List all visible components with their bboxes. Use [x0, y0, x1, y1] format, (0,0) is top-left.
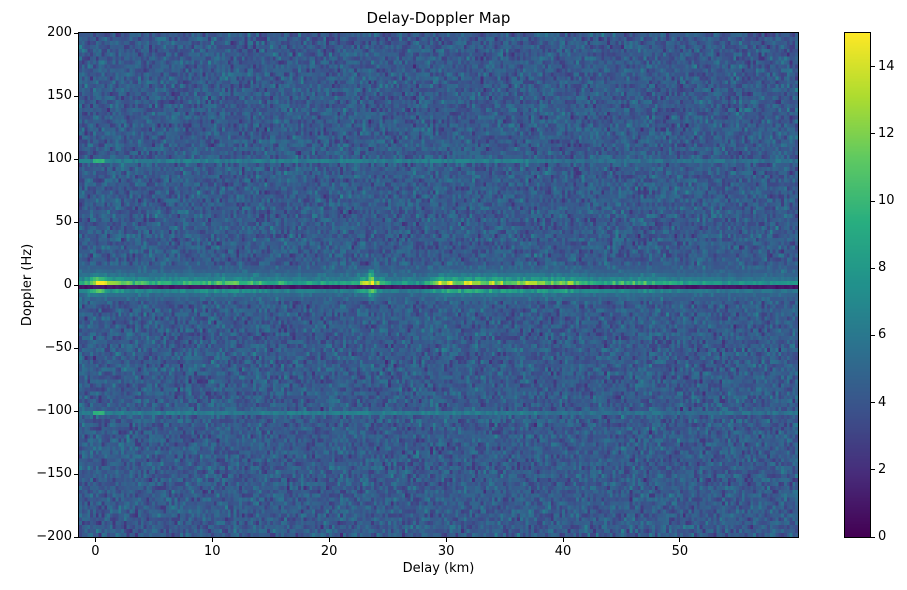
colorbar — [844, 32, 871, 538]
colorbar-tick-mark — [871, 536, 875, 538]
colorbar-tick-mark — [871, 267, 875, 269]
colorbar-tick-label: 14 — [878, 58, 895, 74]
y-tick-mark — [74, 95, 78, 97]
y-tick-label: 0 — [63, 277, 72, 292]
y-tick-mark — [74, 347, 78, 349]
y-tick-mark — [74, 158, 78, 160]
x-tick-mark — [328, 538, 330, 542]
y-tick-mark — [74, 410, 78, 412]
y-tick-label: 150 — [47, 88, 72, 103]
y-tick-mark — [74, 221, 78, 223]
x-tick-label: 0 — [91, 544, 100, 559]
y-axis-label: Doppler (Hz) — [20, 243, 35, 327]
y-tick-mark — [74, 284, 78, 286]
y-tick-label: −200 — [36, 529, 72, 544]
y-tick-label: 200 — [47, 25, 72, 40]
colorbar-tick-label: 0 — [878, 529, 887, 544]
x-tick-mark — [94, 538, 96, 542]
y-tick-label: −100 — [36, 403, 72, 418]
colorbar-tick-mark — [871, 66, 875, 68]
colorbar-tick-mark — [871, 402, 875, 404]
plot-area — [78, 32, 799, 538]
x-axis-label: Delay (km) — [402, 561, 475, 576]
colorbar-canvas — [845, 33, 870, 537]
y-tick-label: −150 — [36, 466, 72, 481]
x-tick-label: 20 — [320, 544, 338, 559]
colorbar-tick-label: 4 — [878, 394, 887, 410]
x-tick-mark — [211, 538, 213, 542]
y-tick-mark — [74, 536, 78, 538]
colorbar-tick-mark — [871, 200, 875, 202]
x-tick-label: 50 — [671, 544, 689, 559]
heatmap-canvas — [79, 33, 798, 537]
x-tick-label: 10 — [203, 544, 221, 559]
x-tick-mark — [562, 538, 564, 542]
y-tick-label: −50 — [44, 340, 72, 355]
x-tick-label: 30 — [437, 544, 455, 559]
y-tick-label: 100 — [47, 151, 72, 166]
colorbar-tick-label: 6 — [878, 327, 887, 343]
y-tick-mark — [74, 473, 78, 475]
y-tick-label: 50 — [55, 214, 72, 229]
colorbar-tick-mark — [871, 133, 875, 135]
colorbar-tick-mark — [871, 334, 875, 336]
colorbar-tick-label: 2 — [878, 461, 887, 477]
colorbar-tick-label: 12 — [878, 125, 895, 141]
x-tick-mark — [445, 538, 447, 542]
y-tick-mark — [74, 32, 78, 34]
colorbar-tick-mark — [871, 469, 875, 471]
colorbar-tick-label: 10 — [878, 193, 895, 208]
chart-title: Delay-Doppler Map — [366, 9, 511, 27]
colorbar-tick-label: 8 — [878, 260, 887, 276]
x-tick-label: 40 — [554, 544, 572, 559]
x-tick-mark — [679, 538, 681, 542]
